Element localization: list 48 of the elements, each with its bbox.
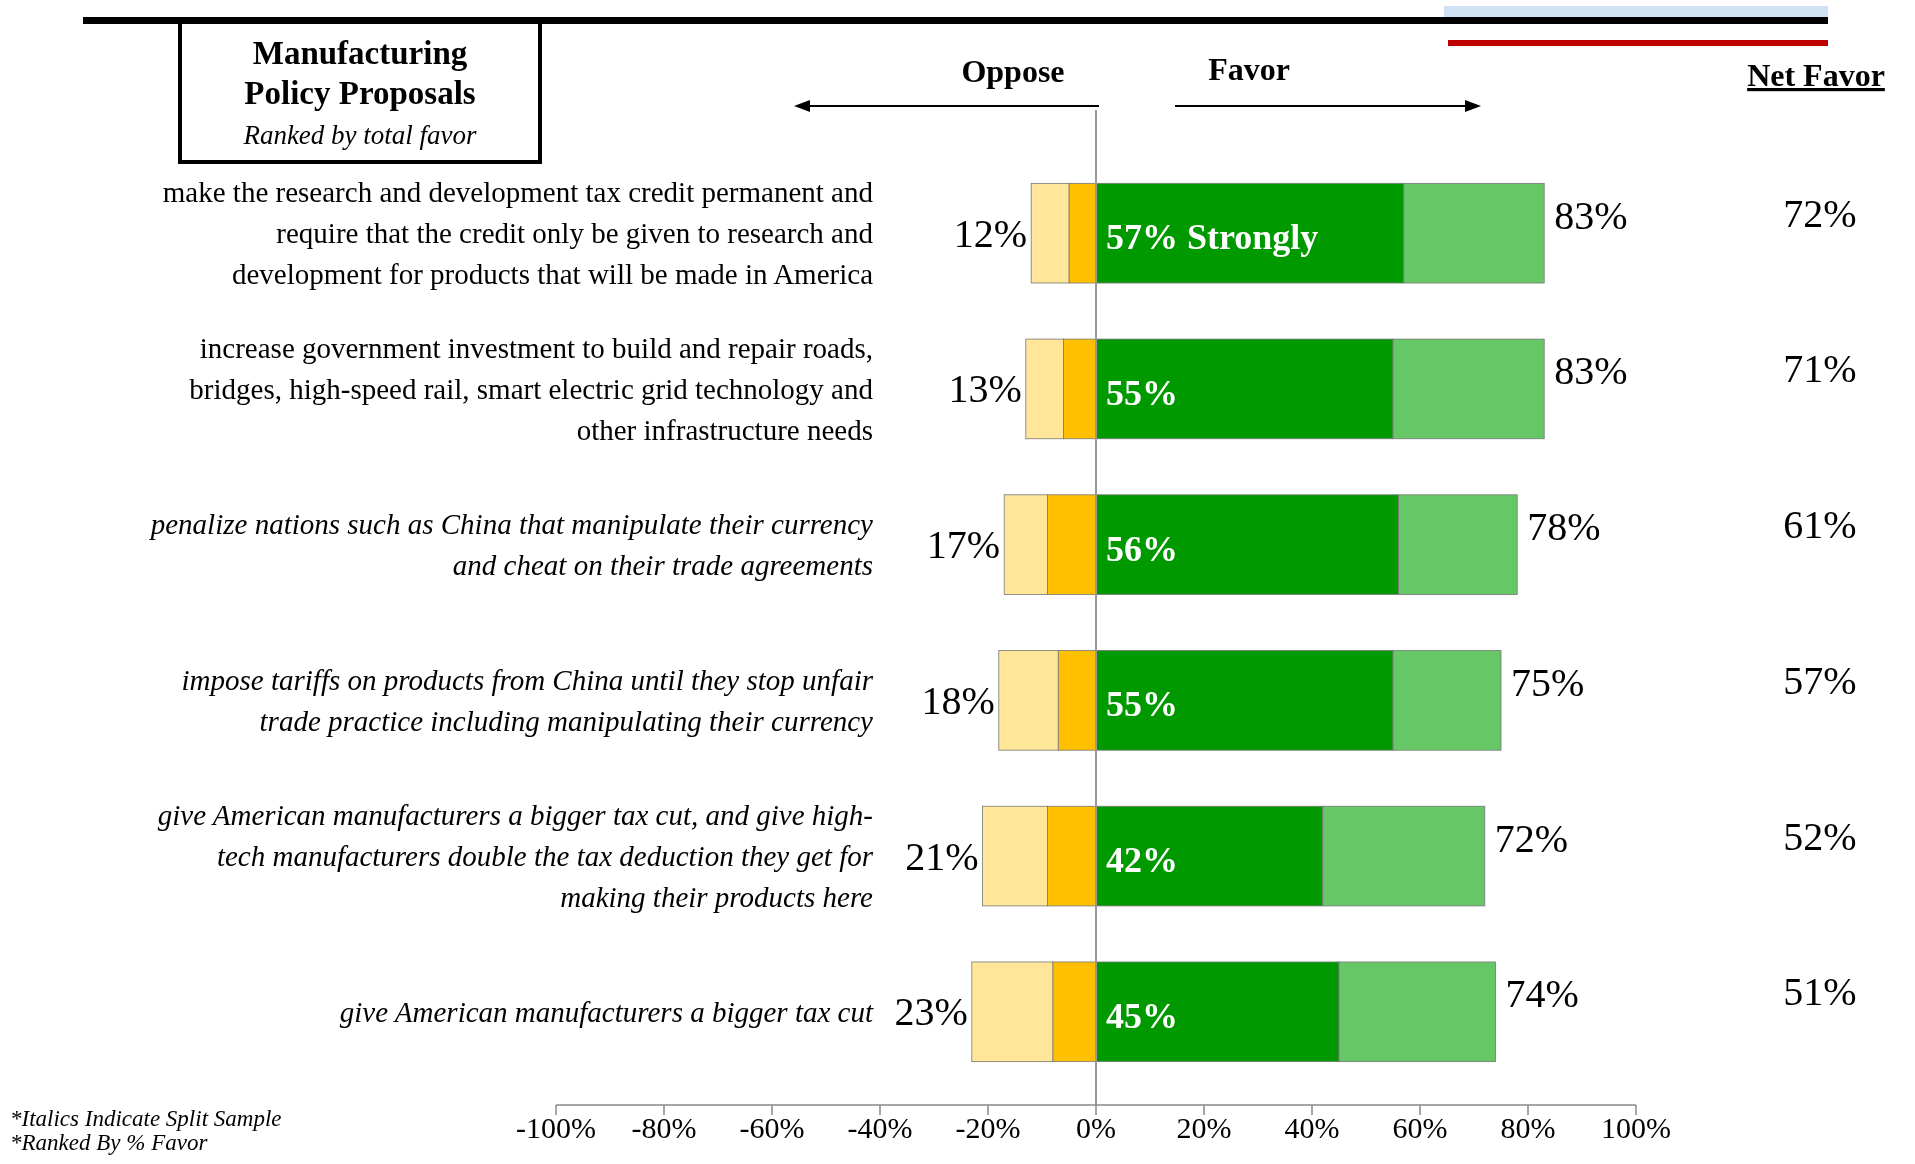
y-tick-label: impose tariffs on products from China until they stop unfair trade practice including manipulating their currency — [181, 663, 874, 737]
y-tick-label: penalize nations such as China that manipulate their currency and cheat on their trade agreements — [148, 508, 874, 582]
annotation: 72% — [1494, 815, 1569, 861]
annotation: 12% — [953, 210, 1028, 256]
annotation: 21% — [905, 833, 979, 879]
x-tick-label: 0% — [1076, 1111, 1116, 1144]
annotation: 13% — [948, 366, 1022, 412]
data-label: 55% — [1106, 684, 1178, 725]
text: Favor — [1208, 51, 1290, 87]
annotation: 74% — [1505, 971, 1579, 1017]
text: 71% — [1783, 346, 1857, 392]
x-tick-label: 20% — [1176, 1111, 1232, 1144]
text: Net Favor — [1747, 57, 1885, 93]
y-tick-label: give American manufacturers a bigger tax cut, and give high-tech manufacturers double the tax deduction they get for making their products here — [157, 799, 874, 914]
annotation: 83% — [1554, 348, 1628, 394]
x-tick-label: 60% — [1392, 1111, 1448, 1144]
y-tick-label: give American manufacturers a bigger tax cut — [339, 995, 874, 1028]
annotation: 83% — [1554, 192, 1628, 238]
text: *Ranked By % Favor — [10, 1130, 209, 1155]
y-tick-label: increase government investment to build and repair roads, bridges, high-speed rail, smart electric grid technology and other infrastructure needs — [189, 331, 874, 446]
annotation: 18% — [921, 677, 995, 723]
annotation: 23% — [894, 989, 968, 1035]
data-label: 45% — [1106, 995, 1178, 1036]
y-tick-label: make the research and development tax credit permanent and require that the credit only be given to research and development for products that will be made in America — [162, 176, 874, 291]
annotation: 78% — [1527, 504, 1601, 550]
text: Manufacturing Policy Proposals — [244, 35, 476, 111]
text: 61% — [1783, 502, 1857, 548]
text: Oppose — [961, 53, 1065, 89]
data-label: 42% — [1106, 840, 1178, 881]
text: 52% — [1783, 813, 1857, 859]
x-tick-label: 80% — [1500, 1111, 1556, 1144]
data-label: 57% Strongly — [1106, 217, 1319, 258]
annotation: 75% — [1511, 659, 1585, 705]
text: *Italics Indicate Split Sample — [10, 1106, 282, 1131]
x-tick-label: 100% — [1601, 1111, 1671, 1144]
annotation: 17% — [926, 522, 1001, 568]
x-tick-label: -60% — [739, 1111, 805, 1144]
text: 57% — [1783, 657, 1857, 703]
x-tick-label: -40% — [847, 1111, 913, 1144]
x-tick-label: -80% — [631, 1111, 697, 1144]
x-tick-label: -100% — [516, 1111, 596, 1144]
x-tick-label: -20% — [955, 1111, 1021, 1144]
text: 72% — [1783, 190, 1857, 236]
text: Ranked by total favor — [242, 120, 478, 150]
x-tick-label: 40% — [1284, 1111, 1340, 1144]
text: 51% — [1783, 969, 1857, 1015]
data-label: 56% — [1106, 528, 1178, 569]
data-label: 55% — [1106, 372, 1178, 413]
